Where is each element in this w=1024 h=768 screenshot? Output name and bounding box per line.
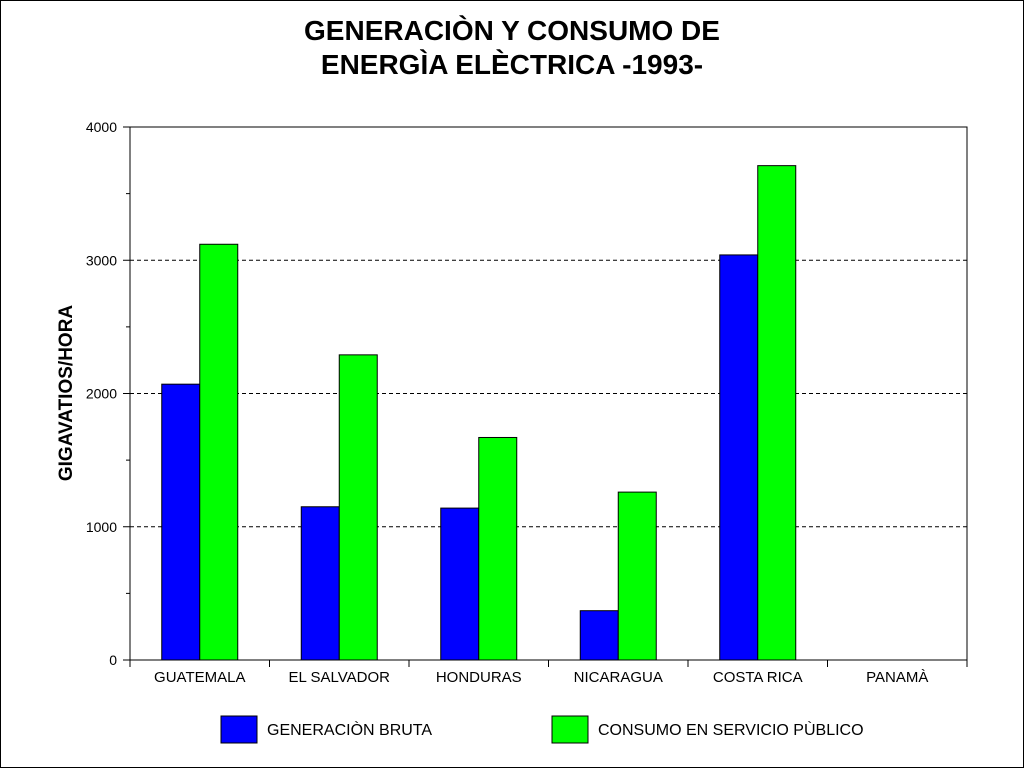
bar-generacion xyxy=(300,506,340,661)
bar-consumo xyxy=(757,165,797,661)
chart-title-line-2: ENERGÌA ELÈCTRICA -1993- xyxy=(320,49,704,80)
bar-generacion xyxy=(719,254,759,661)
x-tick-label: HONDURAS xyxy=(436,669,522,686)
chart-title: GENERACIÒN Y CONSUMO DE ENERGÌA ELÈCTRIC… xyxy=(0,14,1024,82)
y-tick-label: 4000 xyxy=(86,119,117,135)
y-tick-label: 0 xyxy=(109,652,117,668)
y-tick-label: 3000 xyxy=(86,252,117,268)
y-tick-label: 1000 xyxy=(86,519,117,535)
x-tick-label: EL SALVADOR xyxy=(289,669,391,686)
legend-label-generacion: GENERACIÒN BRUTA xyxy=(267,720,432,739)
y-axis-label: GIGAVATIOS/HORA xyxy=(56,305,77,482)
bar-consumo xyxy=(478,436,518,661)
x-axis: GUATEMALA EL SALVADOR HONDURAS NICARAGUA COS… xyxy=(129,660,968,686)
x-tick-label: GUATEMALA xyxy=(154,669,245,686)
bar-consumo xyxy=(199,243,239,661)
plot-area xyxy=(129,126,968,661)
y-tick-label: 2000 xyxy=(86,386,117,402)
legend-label-consumo: CONSUMO EN SERVICIO PÙBLICO xyxy=(598,720,864,739)
chart-title-line-1: GENERACIÒN Y CONSUMO DE xyxy=(304,15,720,46)
bar-generacion xyxy=(161,383,201,661)
bar-generacion xyxy=(440,507,480,661)
bar-consumo xyxy=(617,491,657,661)
bars xyxy=(161,165,797,661)
x-tick-label: PANAMÀ xyxy=(866,669,928,686)
y-axis: 0 1000 2000 3000 4000 xyxy=(86,119,130,668)
legend-swatch-consumo xyxy=(551,715,589,744)
legend: GENERACIÒN BRUTA CONSUMO EN SERVICIO PÙBL… xyxy=(220,715,864,744)
legend-swatch-generacion xyxy=(220,715,258,744)
x-tick-label: COSTA RICA xyxy=(713,669,803,686)
bar-generacion xyxy=(579,610,619,661)
bar-consumo xyxy=(338,354,378,661)
x-tick-label: NICARAGUA xyxy=(574,669,663,686)
